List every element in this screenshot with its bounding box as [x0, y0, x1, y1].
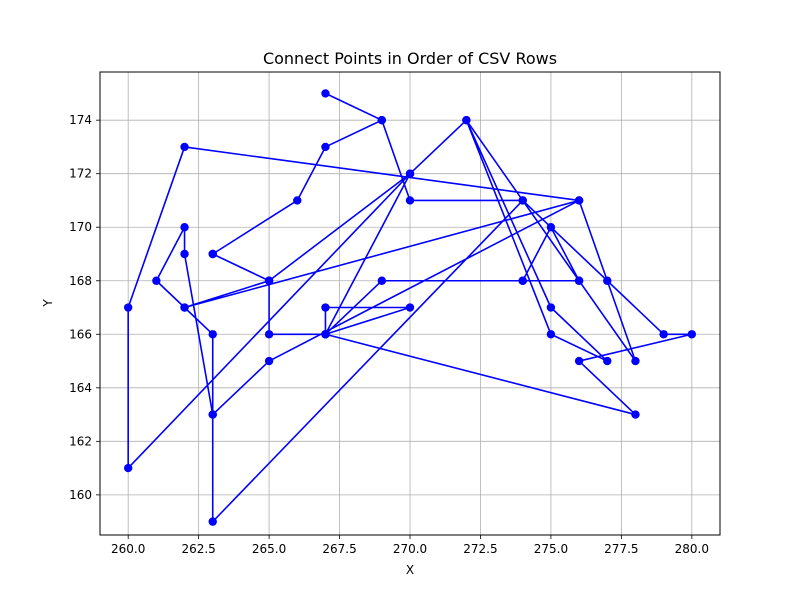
data-point: [264, 276, 274, 285]
data-point: [208, 249, 217, 259]
x-tick-label: 275.0: [534, 542, 568, 556]
data-point: [321, 142, 330, 152]
data-point: [518, 276, 527, 285]
data-point: [264, 330, 274, 339]
data-point: [377, 276, 387, 285]
data-point: [208, 410, 217, 419]
y-tick-label: 170: [69, 220, 92, 234]
x-tick-label: 262.5: [181, 542, 215, 556]
x-tick-label: 260.0: [111, 542, 145, 556]
data-point: [518, 196, 527, 205]
data-point: [208, 330, 217, 339]
data-point: [123, 463, 133, 473]
y-tick-label: 160: [69, 488, 92, 502]
data-point: [264, 356, 274, 366]
data-point: [377, 115, 387, 125]
data-point: [687, 330, 697, 339]
data-point: [603, 276, 612, 285]
x-tick-label: 277.5: [604, 542, 638, 556]
data-point: [180, 249, 189, 259]
y-axis-ticks: 160 162 164 166 168 170 172 174: [69, 113, 100, 502]
data-point: [405, 303, 415, 312]
data-point: [546, 330, 556, 339]
data-point: [321, 303, 330, 312]
data-point: [123, 303, 133, 312]
data-point: [293, 196, 302, 205]
y-axis-label: Y: [41, 299, 55, 308]
data-point: [603, 356, 612, 366]
data-point: [180, 142, 189, 152]
data-point: [574, 356, 584, 366]
data-point: [659, 330, 668, 339]
data-point: [574, 196, 584, 205]
y-tick-label: 164: [69, 381, 92, 395]
data-point: [574, 276, 584, 285]
data-point: [462, 115, 471, 125]
y-tick-label: 168: [69, 274, 92, 288]
data-point: [180, 223, 189, 232]
y-tick-label: 166: [69, 327, 92, 341]
x-tick-label: 270.0: [393, 542, 427, 556]
data-point: [152, 276, 161, 285]
x-axis-ticks: 260.0 262.5 265.0 267.5 270.0 272.5 275.0 277.5…: [111, 535, 709, 556]
x-tick-label: 272.5: [463, 542, 497, 556]
data-point: [321, 89, 330, 98]
data-point: [405, 169, 415, 178]
data-point: [180, 303, 189, 312]
y-tick-label: 174: [69, 113, 92, 127]
x-tick-label: 265.0: [252, 542, 286, 556]
x-tick-label: 267.5: [322, 542, 356, 556]
y-tick-label: 172: [69, 167, 92, 181]
data-point: [208, 517, 217, 526]
y-tick-label: 162: [69, 434, 92, 448]
data-point: [546, 303, 556, 312]
chart-title: Connect Points in Order of CSV Rows: [263, 49, 557, 68]
series-markers: [123, 89, 697, 526]
data-point: [631, 356, 640, 366]
data-point: [631, 410, 640, 419]
data-point: [546, 223, 556, 232]
x-axis-label: X: [406, 563, 414, 577]
x-tick-label: 280.0: [675, 542, 709, 556]
data-point: [321, 330, 330, 339]
data-point: [405, 196, 415, 205]
